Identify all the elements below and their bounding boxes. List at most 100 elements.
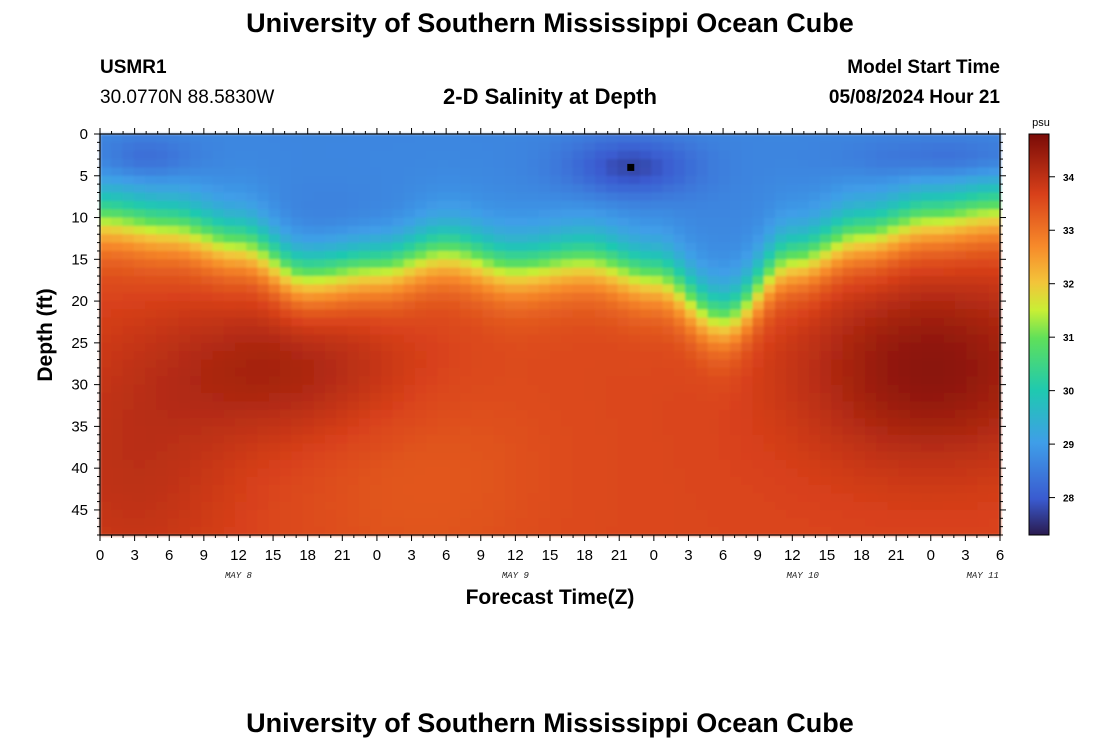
heatmap-cell [977, 509, 990, 519]
heatmap-cell [685, 242, 697, 252]
heatmap-cell [741, 426, 754, 436]
heatmap-cell [797, 409, 810, 419]
heatmap-cell [291, 376, 304, 386]
heatmap-cell [392, 509, 405, 519]
heatmap-cell [313, 426, 326, 436]
heatmap-cell [403, 192, 416, 202]
heatmap-cell [302, 301, 315, 311]
heatmap-cell [662, 292, 675, 302]
heatmap-cell [988, 342, 1001, 352]
heatmap-cell [910, 426, 922, 436]
heatmap-cell [977, 459, 990, 469]
heatmap-cell [921, 234, 934, 244]
heatmap-cell [910, 317, 922, 327]
heatmap-cell [831, 301, 844, 311]
heatmap-cell [223, 150, 236, 160]
heatmap-cell [865, 142, 877, 152]
heatmap-cell [730, 309, 742, 319]
heatmap-cell [358, 326, 371, 336]
heatmap-cell [538, 451, 551, 461]
heatmap-cell [921, 259, 934, 269]
heatmap-cell [685, 184, 697, 194]
heatmap-cell [898, 509, 911, 519]
x-tick-label: 15 [819, 547, 836, 564]
heatmap-cell [381, 234, 394, 244]
heatmap-cell [505, 234, 517, 244]
heatmap-cell [673, 175, 686, 185]
heatmap-cell [156, 334, 169, 344]
heatmap-cell [898, 250, 911, 260]
heatmap-cell [516, 159, 529, 169]
heatmap-cell [482, 443, 495, 453]
heatmap-cell [403, 217, 416, 227]
heatmap-cell [145, 200, 157, 210]
heatmap-cell [156, 359, 169, 369]
heatmap-cell [235, 384, 247, 394]
heatmap-cell [268, 309, 281, 319]
heatmap-cell [493, 476, 506, 486]
heatmap-cell [291, 267, 304, 277]
heatmap-cell [381, 209, 394, 219]
heatmap-cell [685, 459, 697, 469]
heatmap-cell [910, 259, 922, 269]
heatmap-cell [662, 250, 675, 260]
heatmap-cell [460, 184, 472, 194]
heatmap-cell [977, 192, 990, 202]
heatmap-cell [100, 250, 112, 260]
heatmap-cell [122, 309, 135, 319]
heatmap-cell [943, 351, 956, 361]
heatmap-cell [291, 426, 304, 436]
heatmap-cell [640, 317, 652, 327]
heatmap-cell [662, 150, 675, 160]
heatmap-cell [932, 468, 945, 478]
heatmap-cell [145, 234, 157, 244]
heatmap-cell [786, 526, 799, 536]
heatmap-cell [730, 493, 742, 503]
heatmap-cell [572, 259, 585, 269]
heatmap-cell [527, 309, 540, 319]
heatmap-cell [291, 392, 304, 402]
heatmap-cell [381, 242, 394, 252]
heatmap-cell [977, 284, 990, 294]
heatmap-cell [910, 342, 922, 352]
heatmap-cell [133, 459, 146, 469]
heatmap-cell [538, 376, 551, 386]
heatmap-cell [606, 276, 619, 285]
heatmap-cell [167, 192, 180, 202]
heatmap-cell [403, 351, 416, 361]
heatmap-cell [145, 250, 157, 260]
heatmap-cell [156, 309, 169, 319]
heatmap-cell [133, 225, 146, 235]
heatmap-cell [831, 242, 844, 252]
heatmap-cell [876, 276, 889, 285]
heatmap-cell [673, 309, 686, 319]
heatmap-cell [651, 142, 664, 152]
heatmap-cell [550, 409, 562, 419]
heatmap-cell [302, 468, 315, 478]
heatmap-cell [527, 259, 540, 269]
heatmap-cell [617, 376, 630, 386]
heatmap-cell [100, 384, 112, 394]
heatmap-cell [640, 159, 652, 169]
heatmap-cell [977, 259, 990, 269]
heatmap-cell [898, 459, 911, 469]
heatmap-cell [673, 184, 686, 194]
heatmap-cell [426, 284, 439, 294]
heatmap-cell [955, 384, 967, 394]
heatmap-cell [786, 459, 799, 469]
heatmap-cell [437, 250, 450, 260]
heatmap-cell [178, 434, 191, 444]
heatmap-cell [763, 476, 776, 486]
heatmap-cell [460, 175, 472, 185]
colorbar-tick-label: 29 [1063, 440, 1075, 451]
heatmap-cell [448, 434, 461, 444]
heatmap-cell [583, 351, 596, 361]
heatmap-cell [538, 484, 551, 494]
heatmap-cell [392, 418, 405, 427]
heatmap-cell [527, 359, 540, 369]
heatmap-cell [696, 150, 709, 160]
heatmap-cell [865, 317, 877, 327]
heatmap-cell [313, 476, 326, 486]
heatmap-cell [786, 493, 799, 503]
heatmap-cell [752, 342, 765, 352]
